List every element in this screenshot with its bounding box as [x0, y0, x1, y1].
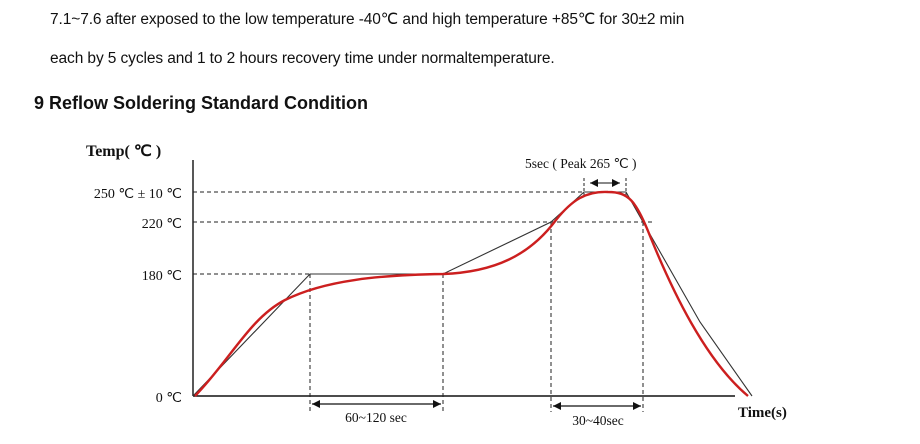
y-tick-label-250: 250 ℃ ± 10 ℃ — [94, 187, 182, 202]
y-tick-label-220: 220 ℃ — [142, 217, 182, 232]
section-heading: 9 Reflow Soldering Standard Condition — [34, 93, 369, 113]
profile-curve-series — [194, 190, 749, 397]
peak-annotation: 5sec ( Peak 265 ℃ ) — [525, 156, 637, 171]
y-tick-label-180: 180 ℃ — [142, 269, 182, 284]
x-axis-label: Time(s) — [738, 405, 787, 421]
body-text-line-1: 7.1~7.6 after exposed to the low tempera… — [50, 11, 685, 28]
above-220-annotation: 30~40sec — [572, 413, 624, 428]
y-axis-label: Temp( ℃ ) — [86, 143, 161, 160]
preheat-annotation: 60~120 sec — [345, 410, 407, 425]
y-tick-label-0: 0 ℃ — [156, 391, 182, 406]
profile-linear-series — [192, 191, 753, 397]
body-text-line-2: each by 5 cycles and 1 to 2 hours recove… — [50, 50, 555, 67]
